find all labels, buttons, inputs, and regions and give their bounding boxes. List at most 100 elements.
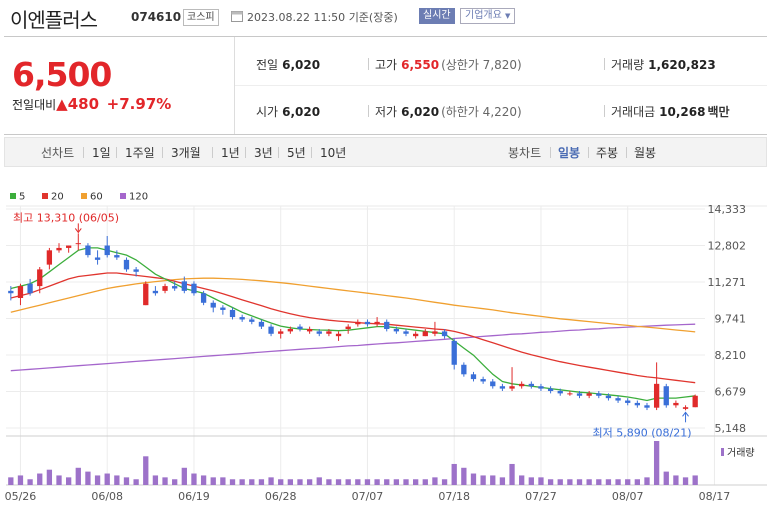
y-tick-label: 12,802 (708, 240, 747, 253)
legend-label-20: 20 (51, 192, 64, 203)
candle-body (94, 257, 101, 260)
candle-body (634, 402, 640, 406)
candle-daily[interactable]: 일봉 (558, 146, 581, 160)
period-3y[interactable]: 3년 (254, 146, 273, 160)
candle-body (432, 331, 438, 334)
legend-swatch-120 (120, 193, 126, 199)
open-price: 시가 6,020 (256, 105, 321, 119)
quote-box: 6,500 전일대비▲480 +7.97% 전일 6,020 고가 6,550 (상한… (4, 36, 767, 135)
volume-bar (229, 479, 236, 485)
candle-body (249, 319, 255, 322)
period-5y[interactable]: 5년 (287, 146, 306, 160)
candle-body (200, 293, 207, 303)
candle-body (229, 309, 236, 318)
volume-bar (374, 479, 380, 485)
candle-body (8, 290, 14, 294)
volume-bar (297, 479, 303, 485)
volume-bar (191, 473, 197, 485)
candle-body (345, 326, 351, 330)
volume-bar (470, 473, 477, 485)
period-1y[interactable]: 1년 (221, 146, 240, 160)
chart-legend: 5 20 60 120 (10, 192, 148, 203)
candle-body (191, 283, 197, 294)
volume-bar (673, 475, 679, 485)
volume-bar (509, 463, 515, 485)
legend-swatch-20 (42, 193, 48, 199)
volume-bar (220, 477, 226, 485)
candle-body (403, 331, 409, 334)
candle-body (451, 340, 457, 365)
company-info-button[interactable]: 기업개요 ▼ (460, 8, 516, 24)
ma-line-20 (10, 272, 696, 384)
candle-body (547, 388, 554, 391)
period-3m[interactable]: 3개월 (171, 146, 201, 160)
candle-body (297, 326, 303, 330)
candle-body (625, 400, 631, 403)
volume-bar (181, 467, 187, 485)
ma-line-120 (10, 323, 696, 372)
candle-body (258, 321, 265, 327)
volume-bar (287, 479, 293, 485)
period-1d[interactable]: 1일 (92, 146, 111, 160)
volume-bar (451, 463, 457, 485)
volume-bar (278, 479, 284, 485)
line-chart-label[interactable]: 선차트 (41, 146, 75, 160)
candle-body (210, 302, 216, 308)
trade-amount: 거래대금 10,268 백만 (604, 103, 730, 120)
period-10y[interactable]: 10년 (320, 146, 347, 160)
volume-bar (653, 441, 660, 485)
candle-body (172, 286, 178, 289)
candle-chart-label[interactable]: 봉차트 (508, 146, 542, 160)
candle-monthly[interactable]: 월봉 (634, 146, 657, 160)
y-tick-label: 14,333 (708, 203, 747, 216)
candle-body (528, 383, 534, 387)
x-tick-label: 07/18 (438, 490, 470, 503)
candle-body (114, 255, 120, 258)
volume-bar (123, 477, 130, 485)
candlestick-chart[interactable]: 5 20 60 120 14,333 12,802 11,271 9,741 8,210 6,6… (0, 185, 767, 520)
chart-grid: 14,333 12,802 11,271 9,741 8,210 6,679 5,148 (6, 203, 767, 486)
y-tick-label: 11,271 (708, 276, 747, 289)
candle-weekly[interactable]: 주봉 (596, 146, 619, 160)
volume-bar (384, 479, 390, 485)
min-price-label: 최저 5,890 (08/21) (593, 426, 692, 439)
volume-bar (538, 477, 544, 485)
candle-body (56, 247, 62, 251)
candle-body (384, 321, 390, 330)
volume-bar (85, 471, 91, 485)
volume-bar (17, 475, 24, 485)
volume-bar (66, 477, 72, 485)
volume-bar (596, 479, 602, 485)
volume-bar (519, 475, 525, 485)
volume-bar (143, 456, 149, 485)
volume-bar (104, 473, 110, 485)
volume-bar (133, 479, 139, 485)
volume-bar (94, 475, 101, 485)
max-price-label: 최고 13,310 (06/05) (13, 211, 119, 224)
candle-body (480, 379, 486, 382)
period-1w[interactable]: 1주일 (125, 146, 155, 160)
volume-bar (345, 479, 351, 485)
volume-bar (114, 475, 120, 485)
volume-bar (364, 479, 371, 485)
volume-legend-swatch (721, 448, 724, 456)
volume-bar (557, 479, 563, 485)
candle-body (567, 393, 573, 395)
chart-toolbar: 선차트 1일 1주일 3개월 1년 3년 5년 10년 봉차트 일봉 주봉 월봉 (4, 137, 767, 167)
separator (550, 147, 551, 158)
stock-header: 이엔플러스 074610 코스피 2023.08.22 11:50 기준(장중)… (0, 0, 767, 36)
realtime-button[interactable]: 실시간 (419, 8, 455, 24)
candle-body (104, 245, 110, 256)
candle-body (413, 333, 419, 337)
candle-body (576, 393, 583, 396)
divider (234, 37, 235, 134)
stock-code: 074610 (131, 10, 182, 24)
volume-bar (576, 479, 583, 485)
volume-bar (547, 479, 554, 485)
candle-body (422, 331, 428, 337)
prev-close: 전일 6,020 (256, 58, 321, 72)
price-change: 전일대비▲480 +7.97% (12, 95, 171, 113)
candle-body (519, 383, 525, 387)
volume-bars: 거래량 (8, 441, 755, 485)
candle-body (673, 402, 679, 406)
